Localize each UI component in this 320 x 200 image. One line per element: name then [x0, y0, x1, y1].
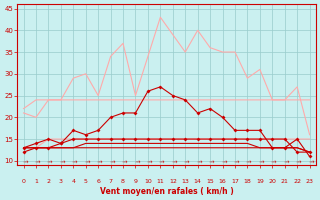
Text: ↗: ↗	[132, 158, 139, 165]
Text: ↗: ↗	[20, 158, 27, 165]
Text: ↗: ↗	[206, 158, 214, 165]
Text: ↗: ↗	[256, 158, 263, 165]
Text: ↗: ↗	[32, 158, 40, 165]
Text: ↗: ↗	[293, 158, 301, 165]
Text: ↗: ↗	[169, 158, 176, 165]
Text: ↗: ↗	[70, 158, 77, 165]
Text: ↗: ↗	[269, 158, 276, 165]
Text: ↗: ↗	[119, 158, 127, 165]
Text: ↗: ↗	[281, 158, 288, 165]
Text: ↗: ↗	[219, 158, 226, 165]
Text: ↗: ↗	[194, 158, 201, 165]
Text: ↗: ↗	[144, 158, 152, 165]
Text: ↗: ↗	[231, 158, 239, 165]
Text: ↗: ↗	[94, 158, 102, 165]
Text: ↗: ↗	[157, 158, 164, 165]
Text: ↗: ↗	[82, 158, 89, 165]
Text: ↗: ↗	[182, 158, 189, 165]
Text: ↗: ↗	[45, 158, 52, 165]
X-axis label: Vent moyen/en rafales ( km/h ): Vent moyen/en rafales ( km/h )	[100, 187, 234, 196]
Text: ↗: ↗	[57, 158, 65, 165]
Text: ↗: ↗	[306, 158, 313, 165]
Text: ↗: ↗	[107, 158, 114, 165]
Text: ↗: ↗	[244, 158, 251, 165]
